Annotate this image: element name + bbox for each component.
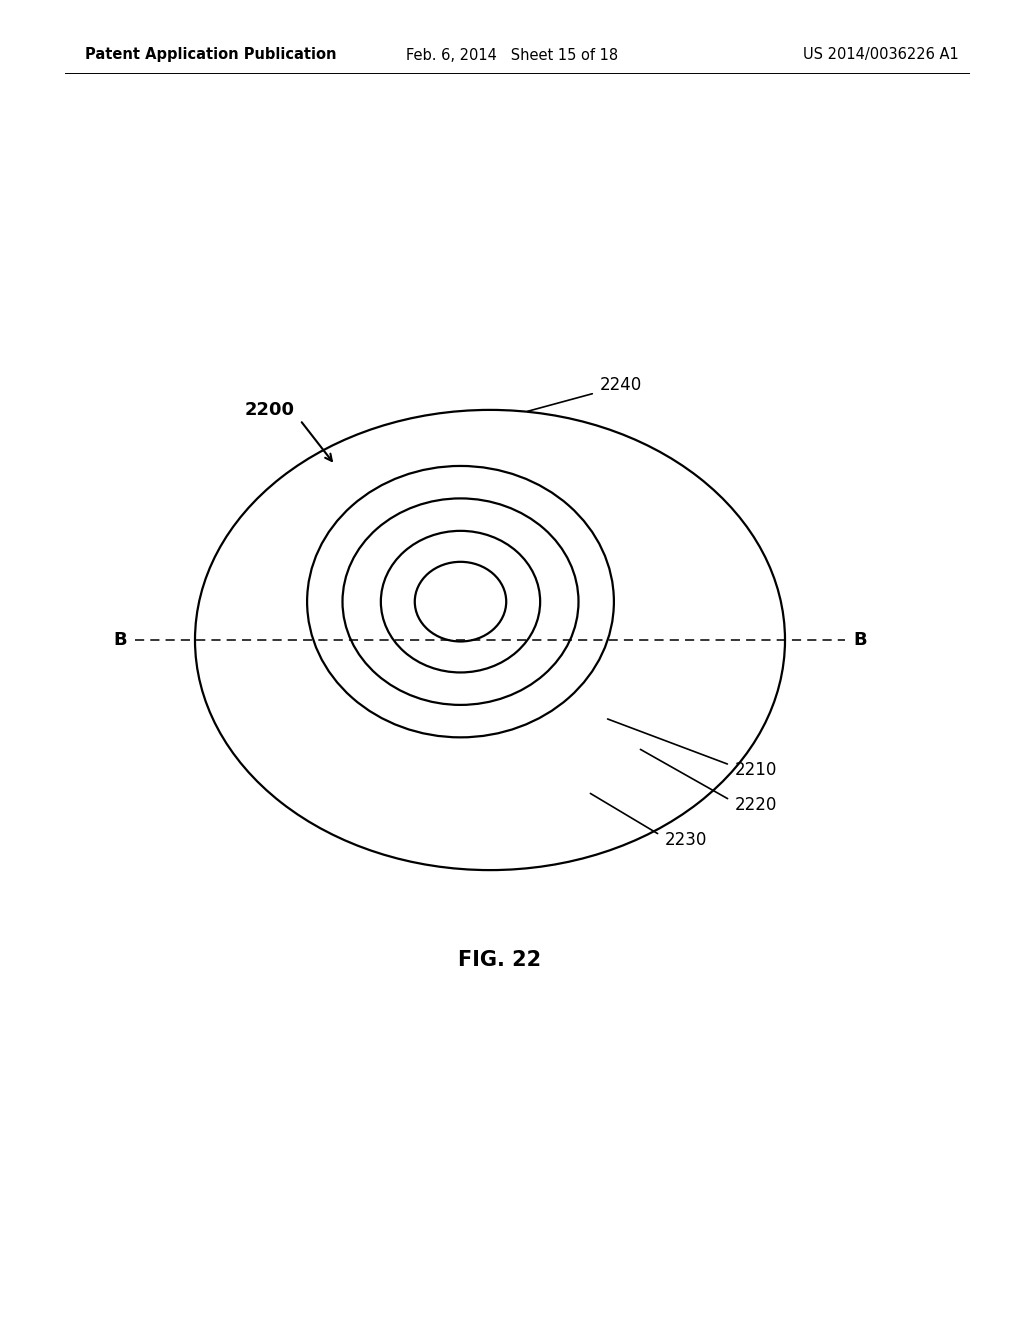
Text: US 2014/0036226 A1: US 2014/0036226 A1	[803, 48, 959, 62]
Text: 2210: 2210	[735, 762, 777, 779]
Text: 2220: 2220	[735, 796, 777, 814]
Text: 2230: 2230	[665, 832, 708, 849]
Text: B: B	[853, 631, 866, 649]
Text: Patent Application Publication: Patent Application Publication	[85, 48, 337, 62]
Text: 2240: 2240	[600, 376, 642, 393]
Text: FIG. 22: FIG. 22	[459, 950, 542, 970]
Text: 2200: 2200	[245, 401, 295, 418]
Text: Feb. 6, 2014   Sheet 15 of 18: Feb. 6, 2014 Sheet 15 of 18	[406, 48, 618, 62]
Text: B: B	[114, 631, 127, 649]
